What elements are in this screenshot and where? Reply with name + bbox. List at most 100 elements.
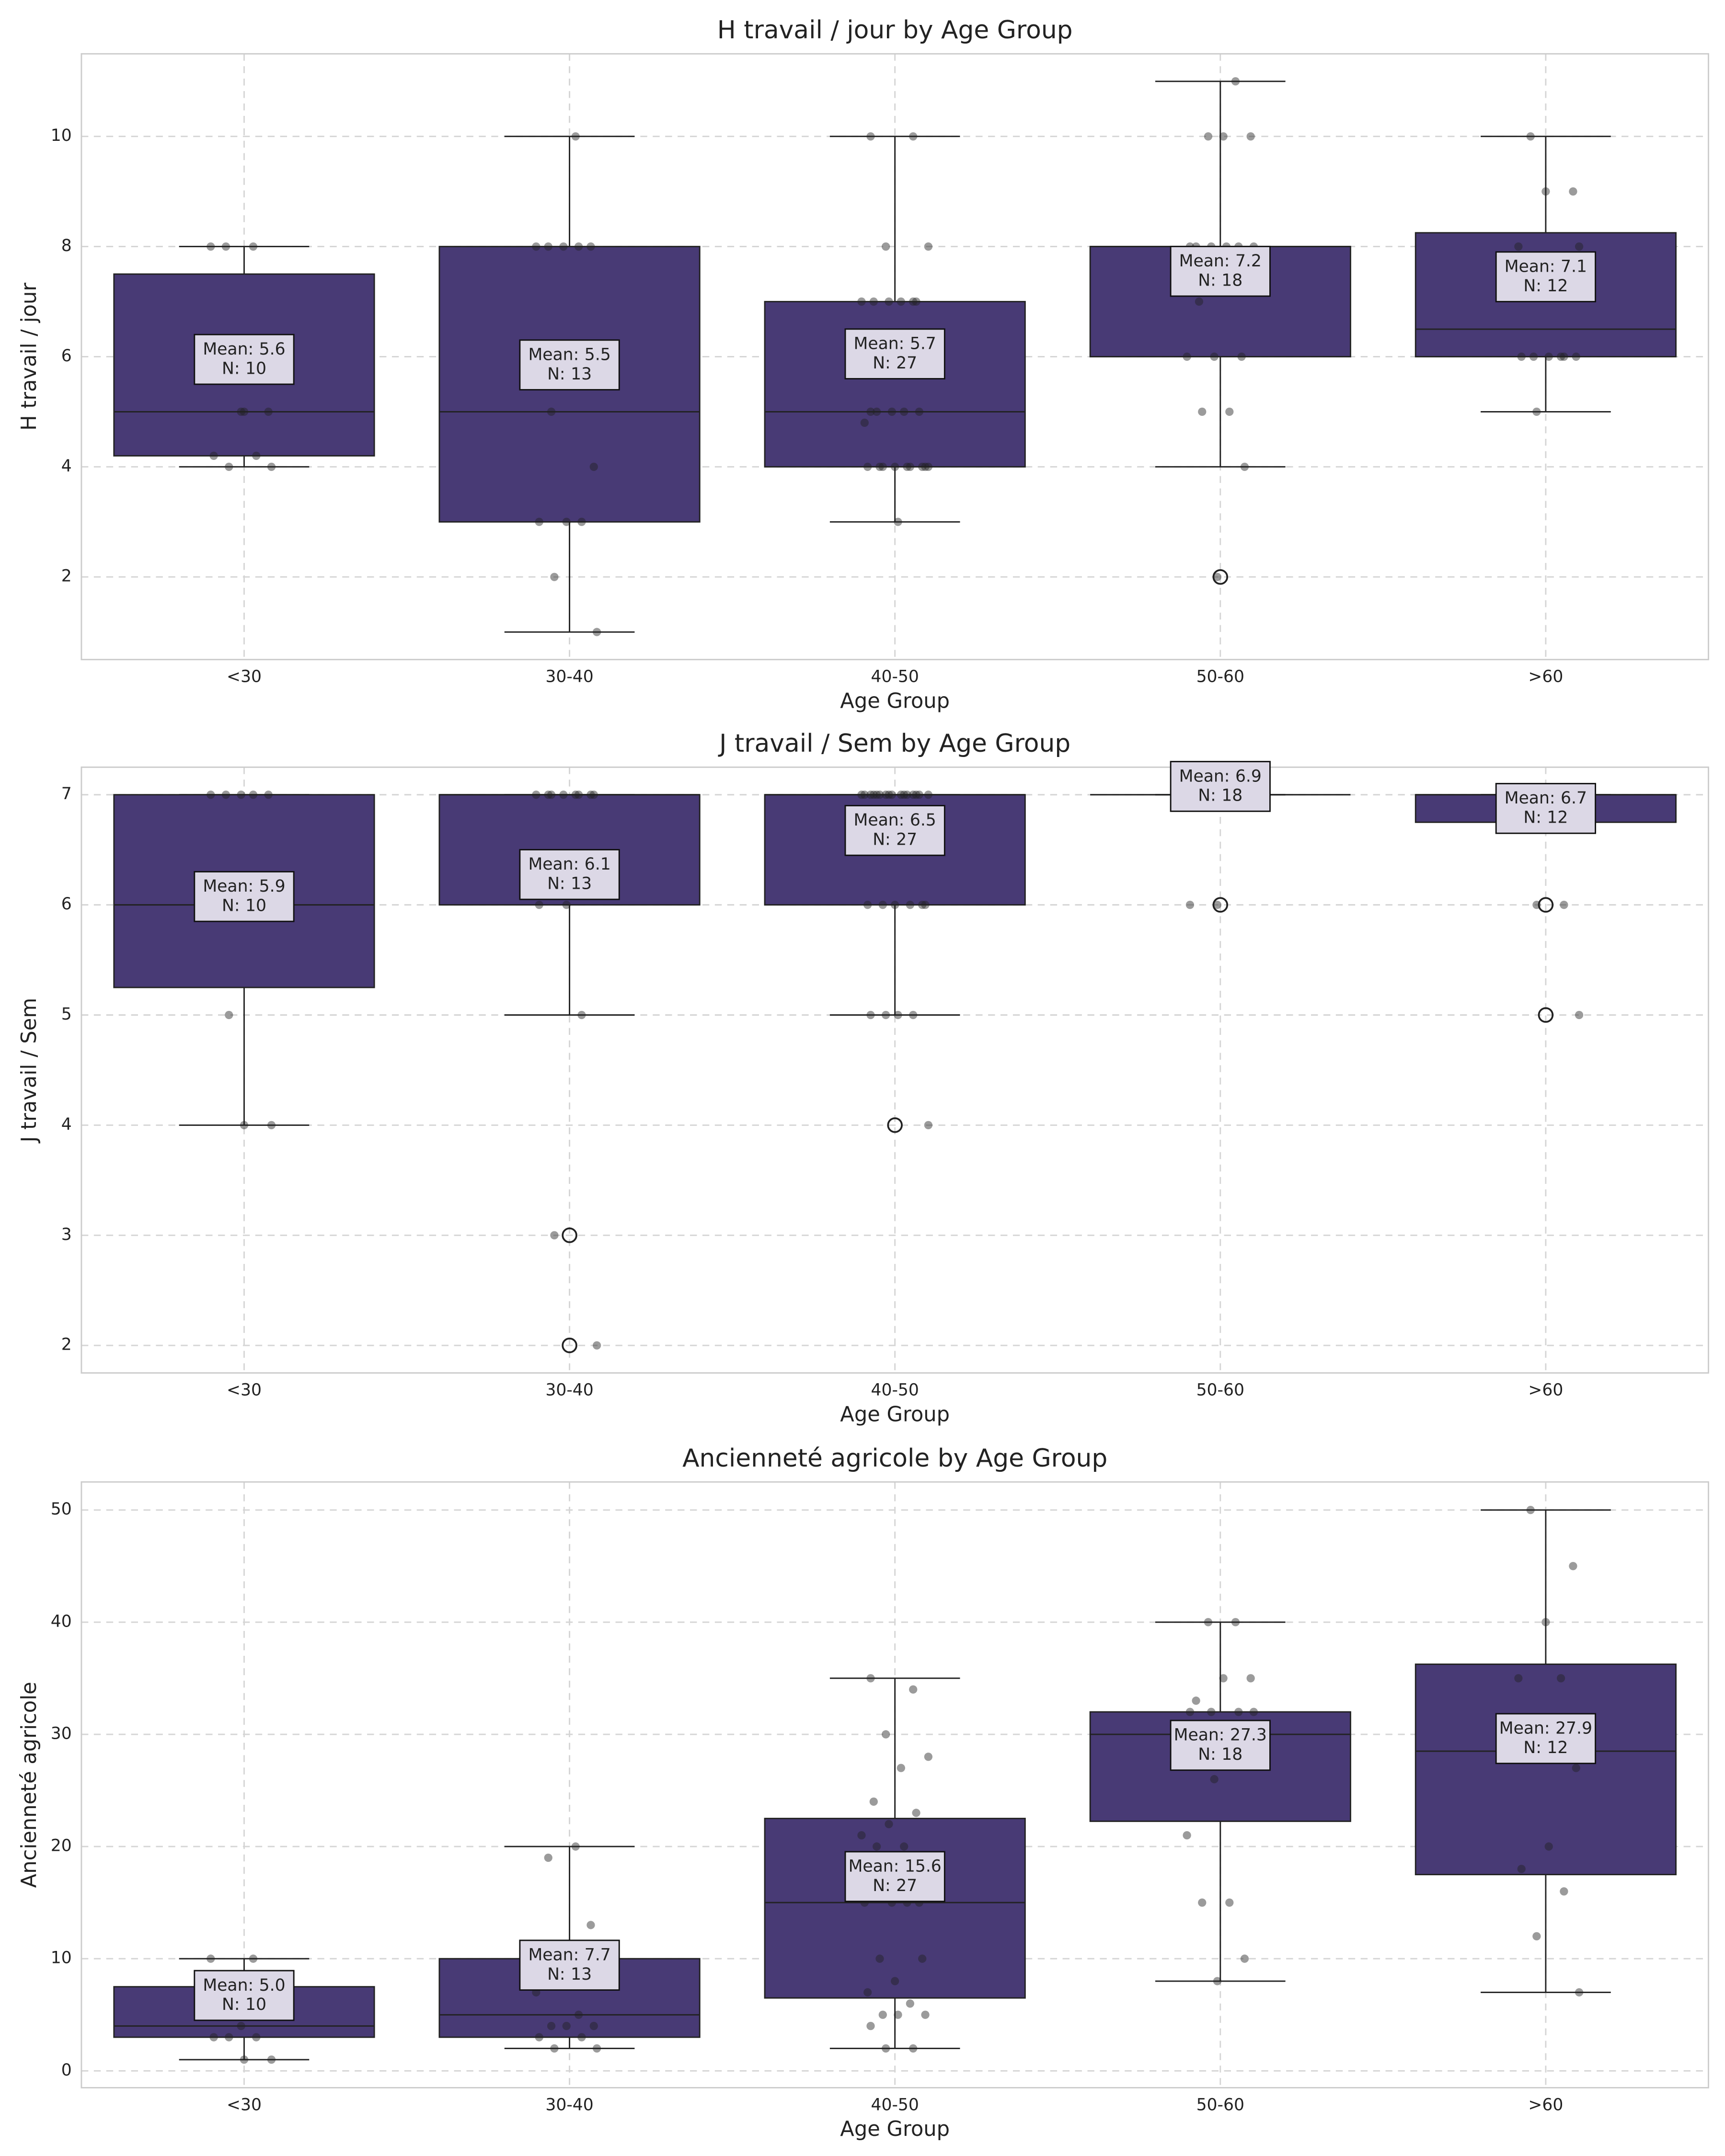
mean-annotation: Mean: 27.9 bbox=[1499, 1719, 1592, 1738]
mean-annotation: Mean: 5.5 bbox=[528, 345, 610, 364]
data-point bbox=[894, 1010, 902, 1020]
box bbox=[1414, 1663, 1677, 1876]
y-axis-label: Ancienneté agricole bbox=[17, 1682, 41, 1888]
data-point bbox=[873, 791, 881, 799]
data-point bbox=[906, 1999, 914, 2008]
n-prefix: N: bbox=[1523, 808, 1541, 827]
data-point bbox=[918, 900, 927, 909]
annotation-box bbox=[844, 1851, 945, 1903]
data-point bbox=[885, 1820, 893, 1828]
data-point bbox=[909, 1685, 918, 1694]
n-annotation: N: 10 bbox=[222, 1995, 266, 2014]
data-point bbox=[267, 462, 276, 471]
data-point bbox=[574, 2010, 583, 2019]
data-point bbox=[1213, 573, 1222, 581]
x-tick-label: >60 bbox=[1528, 1381, 1563, 1400]
data-point bbox=[869, 791, 878, 799]
data-point bbox=[586, 242, 595, 251]
n-prefix: N: bbox=[873, 1876, 890, 1895]
data-point bbox=[535, 900, 543, 909]
data-point bbox=[1185, 1708, 1195, 1716]
mean-value: 27.3 bbox=[1230, 1725, 1267, 1744]
n-annotation: N: 12 bbox=[1523, 1738, 1568, 1757]
mean-annotation: Mean: 5.7 bbox=[854, 334, 936, 353]
mean-annotation: Mean: 15.6 bbox=[849, 1857, 942, 1876]
mean-prefix: Mean: bbox=[849, 1857, 899, 1876]
data-point bbox=[918, 462, 927, 471]
data-point bbox=[869, 1797, 878, 1806]
mean-prefix: Mean: bbox=[528, 855, 579, 874]
y-tick-label: 40 bbox=[51, 1612, 72, 1631]
data-point bbox=[866, 132, 875, 141]
data-point bbox=[562, 900, 571, 909]
data-point bbox=[1237, 352, 1246, 361]
data-point bbox=[237, 2022, 245, 2030]
data-point bbox=[1526, 132, 1535, 141]
data-point bbox=[544, 791, 552, 799]
data-point bbox=[924, 1121, 933, 1130]
data-point bbox=[249, 791, 258, 799]
data-point bbox=[237, 407, 245, 416]
data-point bbox=[547, 791, 556, 799]
data-point bbox=[1210, 352, 1219, 361]
annotation-box bbox=[844, 328, 945, 379]
mean-value: 5.0 bbox=[259, 1975, 286, 1995]
n-annotation: N: 18 bbox=[1198, 271, 1242, 290]
mean-annotation: Mean: 5.0 bbox=[203, 1975, 285, 1995]
data-point bbox=[550, 2044, 559, 2053]
data-point bbox=[1219, 1674, 1228, 1683]
y-tick-label: 8 bbox=[61, 236, 72, 255]
mean-value: 5.5 bbox=[585, 345, 611, 364]
data-point bbox=[1532, 1932, 1541, 1940]
n-prefix: N: bbox=[222, 359, 240, 378]
y-axis-label: J travail / Sem bbox=[17, 998, 41, 1144]
data-point bbox=[1569, 1562, 1577, 1571]
n-annotation: N: 18 bbox=[1198, 1744, 1242, 1764]
data-point bbox=[866, 1010, 875, 1020]
data-point bbox=[897, 1764, 905, 1772]
n-value: 12 bbox=[1547, 1738, 1568, 1757]
n-annotation: N: 13 bbox=[547, 364, 592, 383]
mean-value: 6.1 bbox=[585, 855, 611, 874]
data-point bbox=[1560, 900, 1568, 909]
mean-prefix: Mean: bbox=[528, 345, 579, 364]
chart-title: Ancienneté agricole by Age Group bbox=[682, 1444, 1107, 1473]
annotation-box bbox=[194, 1970, 295, 2021]
data-point bbox=[240, 407, 249, 416]
data-point bbox=[592, 1341, 601, 1350]
data-point bbox=[264, 407, 273, 416]
data-point bbox=[860, 418, 869, 427]
mean-value: 5.9 bbox=[259, 877, 286, 896]
data-point bbox=[1225, 1898, 1234, 1907]
data-point bbox=[921, 462, 930, 471]
y-tick-label: 6 bbox=[61, 895, 72, 914]
y-axis-label: H travail / jour bbox=[17, 283, 41, 431]
data-point bbox=[1517, 1865, 1526, 1873]
data-point bbox=[1210, 1775, 1219, 1784]
n-value: 13 bbox=[571, 874, 592, 893]
data-point bbox=[1198, 1898, 1207, 1907]
n-value: 13 bbox=[571, 1964, 592, 1984]
n-prefix: N: bbox=[547, 874, 565, 893]
data-point bbox=[875, 791, 884, 799]
annotation-box bbox=[844, 805, 945, 856]
data-point bbox=[532, 791, 540, 799]
data-point bbox=[906, 462, 914, 471]
data-point bbox=[909, 132, 918, 141]
data-point bbox=[544, 1853, 552, 1862]
data-point bbox=[1231, 1618, 1240, 1627]
data-point bbox=[207, 242, 215, 251]
mean-prefix: Mean: bbox=[854, 334, 905, 353]
x-tick-label: 40-50 bbox=[871, 1381, 919, 1400]
data-point bbox=[586, 1921, 595, 1929]
n-value: 18 bbox=[1221, 786, 1242, 805]
data-point bbox=[909, 2044, 918, 2053]
plot-frame bbox=[80, 53, 1709, 661]
data-point bbox=[915, 407, 924, 416]
data-point bbox=[1556, 1674, 1565, 1683]
y-tick-label: 7 bbox=[61, 784, 72, 803]
data-point bbox=[1575, 1988, 1584, 1997]
data-point bbox=[921, 900, 930, 909]
data-point bbox=[1246, 132, 1255, 141]
